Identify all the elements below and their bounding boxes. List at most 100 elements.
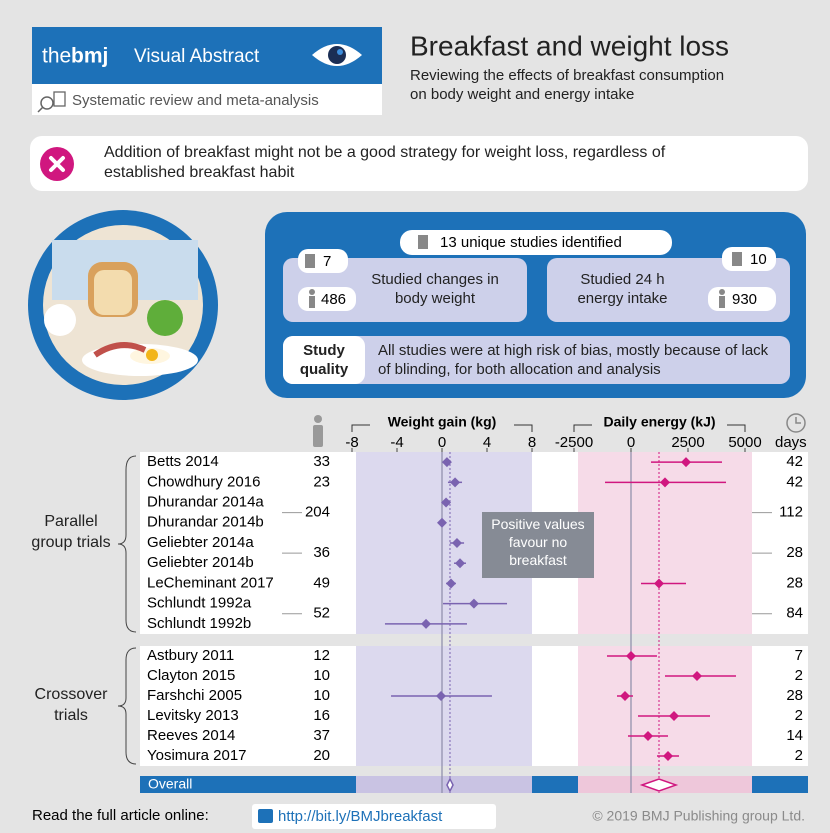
point-estimate: [441, 497, 452, 508]
study-name: LeCheminant 2017: [147, 574, 274, 591]
participants: 204: [305, 504, 330, 521]
person-icon: [309, 289, 315, 295]
energy-label: Studied 24 h energy intake: [577, 271, 668, 308]
study-name: Schlundt 1992b: [147, 615, 251, 632]
days: 42: [786, 453, 803, 470]
illustration: [94, 270, 132, 315]
brand-label: Visual Abstract: [134, 46, 260, 67]
footer-prompt: Read the full article online:: [32, 807, 209, 824]
axis-title: Daily energy (kJ): [603, 414, 715, 430]
study-name: Yosimura 2017: [147, 747, 247, 764]
weight-participants: 486: [321, 291, 346, 308]
doc-icon: [53, 91, 66, 107]
x-tick-label: 0: [627, 434, 635, 451]
axis-title: Weight gain (kg): [388, 414, 497, 430]
link-box[interactable]: [252, 804, 496, 829]
point-estimate: [663, 751, 674, 761]
participants: 36: [313, 544, 330, 561]
point-estimate: [450, 477, 461, 488]
overall-diamond: [446, 777, 454, 793]
point-estimate: [441, 457, 452, 468]
days: 2: [795, 747, 803, 764]
brand: the: [42, 45, 71, 68]
brand: bmj: [71, 45, 108, 68]
doc-icon: [418, 235, 428, 249]
point-estimate: [437, 517, 447, 528]
title-bracket: [573, 424, 592, 432]
plot-background: [356, 776, 532, 793]
participants: 49: [313, 574, 330, 591]
point-estimate: [659, 477, 670, 488]
quality-label-box: [283, 336, 365, 384]
person-icon: [314, 415, 322, 423]
days: 28: [786, 687, 803, 704]
x-tick-label: -8: [345, 434, 358, 451]
illustration: [146, 349, 158, 361]
eye-icon: [328, 46, 346, 64]
participants: 16: [313, 707, 330, 724]
point-estimate: [421, 618, 432, 629]
search-icon: [40, 96, 54, 110]
study-name: Dhurandar 2014b: [147, 514, 264, 531]
days: 42: [786, 473, 803, 490]
weight-studies: 7: [323, 253, 331, 270]
participants: 37: [313, 727, 330, 744]
point-estimate: [451, 538, 462, 548]
key-finding-box: [30, 136, 808, 191]
days: 28: [786, 574, 803, 591]
point-estimate: [468, 598, 479, 609]
point-estimate: [669, 711, 680, 721]
clock-icon: [786, 413, 806, 433]
clock-icon: [795, 417, 801, 424]
article-link[interactable]: http://bit.ly/BMJbreakfast: [278, 808, 443, 825]
study-name: Levitsky 2013: [147, 707, 239, 724]
group-label: Parallel group trials: [31, 513, 111, 551]
illustration: [44, 304, 76, 336]
point-estimate: [455, 558, 465, 569]
point-estimate: [620, 691, 631, 701]
x-tick-label: 8: [528, 434, 536, 451]
study-type-bar: [32, 84, 382, 115]
point-estimate: [435, 691, 446, 701]
study-name: Astbury 2011: [147, 647, 234, 664]
participants: 10: [313, 667, 330, 684]
illustration: [147, 300, 183, 336]
group-bracket: [117, 455, 137, 633]
forest-plots: Weight gain (kg) -8 -4 0 4 8 Daily energy (kJ)…: [345, 414, 762, 793]
overall-diamond: [639, 778, 679, 792]
days: 2: [795, 707, 803, 724]
study-name: Dhurandar 2014a: [147, 494, 264, 511]
search-icon: [37, 106, 44, 113]
study-name: Geliebter 2014a: [147, 534, 254, 551]
copyright: © 2019 BMJ Publishing group Ltd.: [592, 808, 805, 824]
person-icon: [719, 296, 725, 308]
participants: 20: [313, 747, 330, 764]
overall-label: Overall: [148, 776, 192, 792]
bmj-icon: [258, 809, 273, 823]
point-estimate: [643, 731, 654, 741]
plot-background: [578, 646, 752, 766]
person-icon: [313, 425, 323, 447]
doc-icon: [305, 254, 315, 268]
x-tick-label: 2500: [671, 434, 704, 451]
participants: 10: [313, 687, 330, 704]
x-tick-label: 4: [483, 434, 491, 451]
person-icon: [719, 289, 725, 295]
point-estimate: [446, 578, 456, 589]
study-name: Clayton 2015: [147, 667, 235, 684]
study-name: Schlundt 1992a: [147, 595, 252, 612]
total-pill: [400, 230, 672, 255]
participants: 23: [313, 473, 330, 490]
study-name: Betts 2014: [147, 453, 219, 470]
days: 84: [786, 605, 803, 622]
days: 28: [786, 544, 803, 561]
participants: 12: [313, 647, 330, 664]
point-estimate: [680, 457, 691, 468]
quality-label: Study quality: [299, 342, 349, 379]
study-name: Farshchi 2005: [147, 687, 242, 704]
cross-icon: [49, 156, 65, 172]
participants: 52: [313, 605, 330, 622]
person-icon: [309, 296, 315, 308]
